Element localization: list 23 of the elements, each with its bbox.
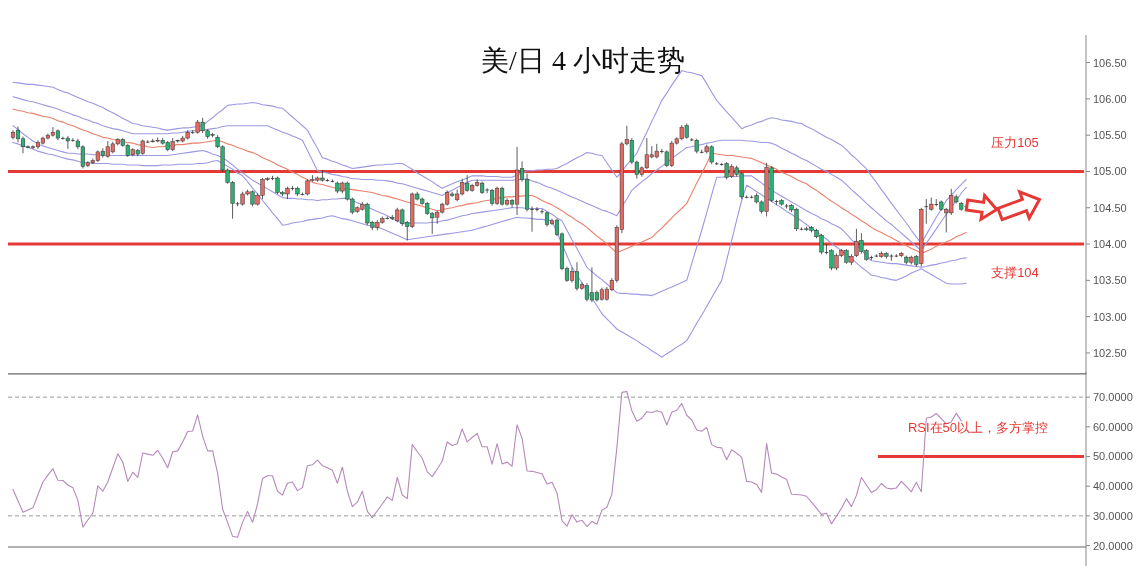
ref-line-label: 支撑104 <box>991 265 1039 281</box>
y-tick-label: 70.0000 <box>1093 391 1133 404</box>
ref-line-label: 压力105 <box>991 135 1039 151</box>
candlestick <box>15 126 21 143</box>
candlestick <box>10 129 16 140</box>
y-tick-label: 103.00 <box>1093 310 1127 323</box>
y-tick-label: 106.00 <box>1093 92 1127 105</box>
ref-line-label: RSI在50以上，多方掌控 <box>907 420 1049 436</box>
y-tick-label: 103.50 <box>1093 274 1127 287</box>
y-tick-label: 50.0000 <box>1093 450 1133 463</box>
y-tick-label: 30.0000 <box>1093 509 1133 522</box>
y-tick-label: 106.50 <box>1093 56 1127 69</box>
y-tick-label: 105.50 <box>1093 129 1127 142</box>
y-tick-label: 102.50 <box>1093 346 1127 359</box>
candlestick <box>330 179 335 183</box>
candlestick <box>540 208 544 214</box>
chart-title: 美/日 4 小时走势 <box>481 45 685 76</box>
y-tick-label: 105.00 <box>1093 165 1127 178</box>
y-tick-label: 104.00 <box>1093 238 1127 251</box>
y-tick-label: 104.50 <box>1093 201 1127 214</box>
y-tick-label: 40.0000 <box>1093 480 1133 493</box>
y-tick-label: 20.0000 <box>1093 539 1133 552</box>
y-tick-label: 60.0000 <box>1093 420 1133 433</box>
